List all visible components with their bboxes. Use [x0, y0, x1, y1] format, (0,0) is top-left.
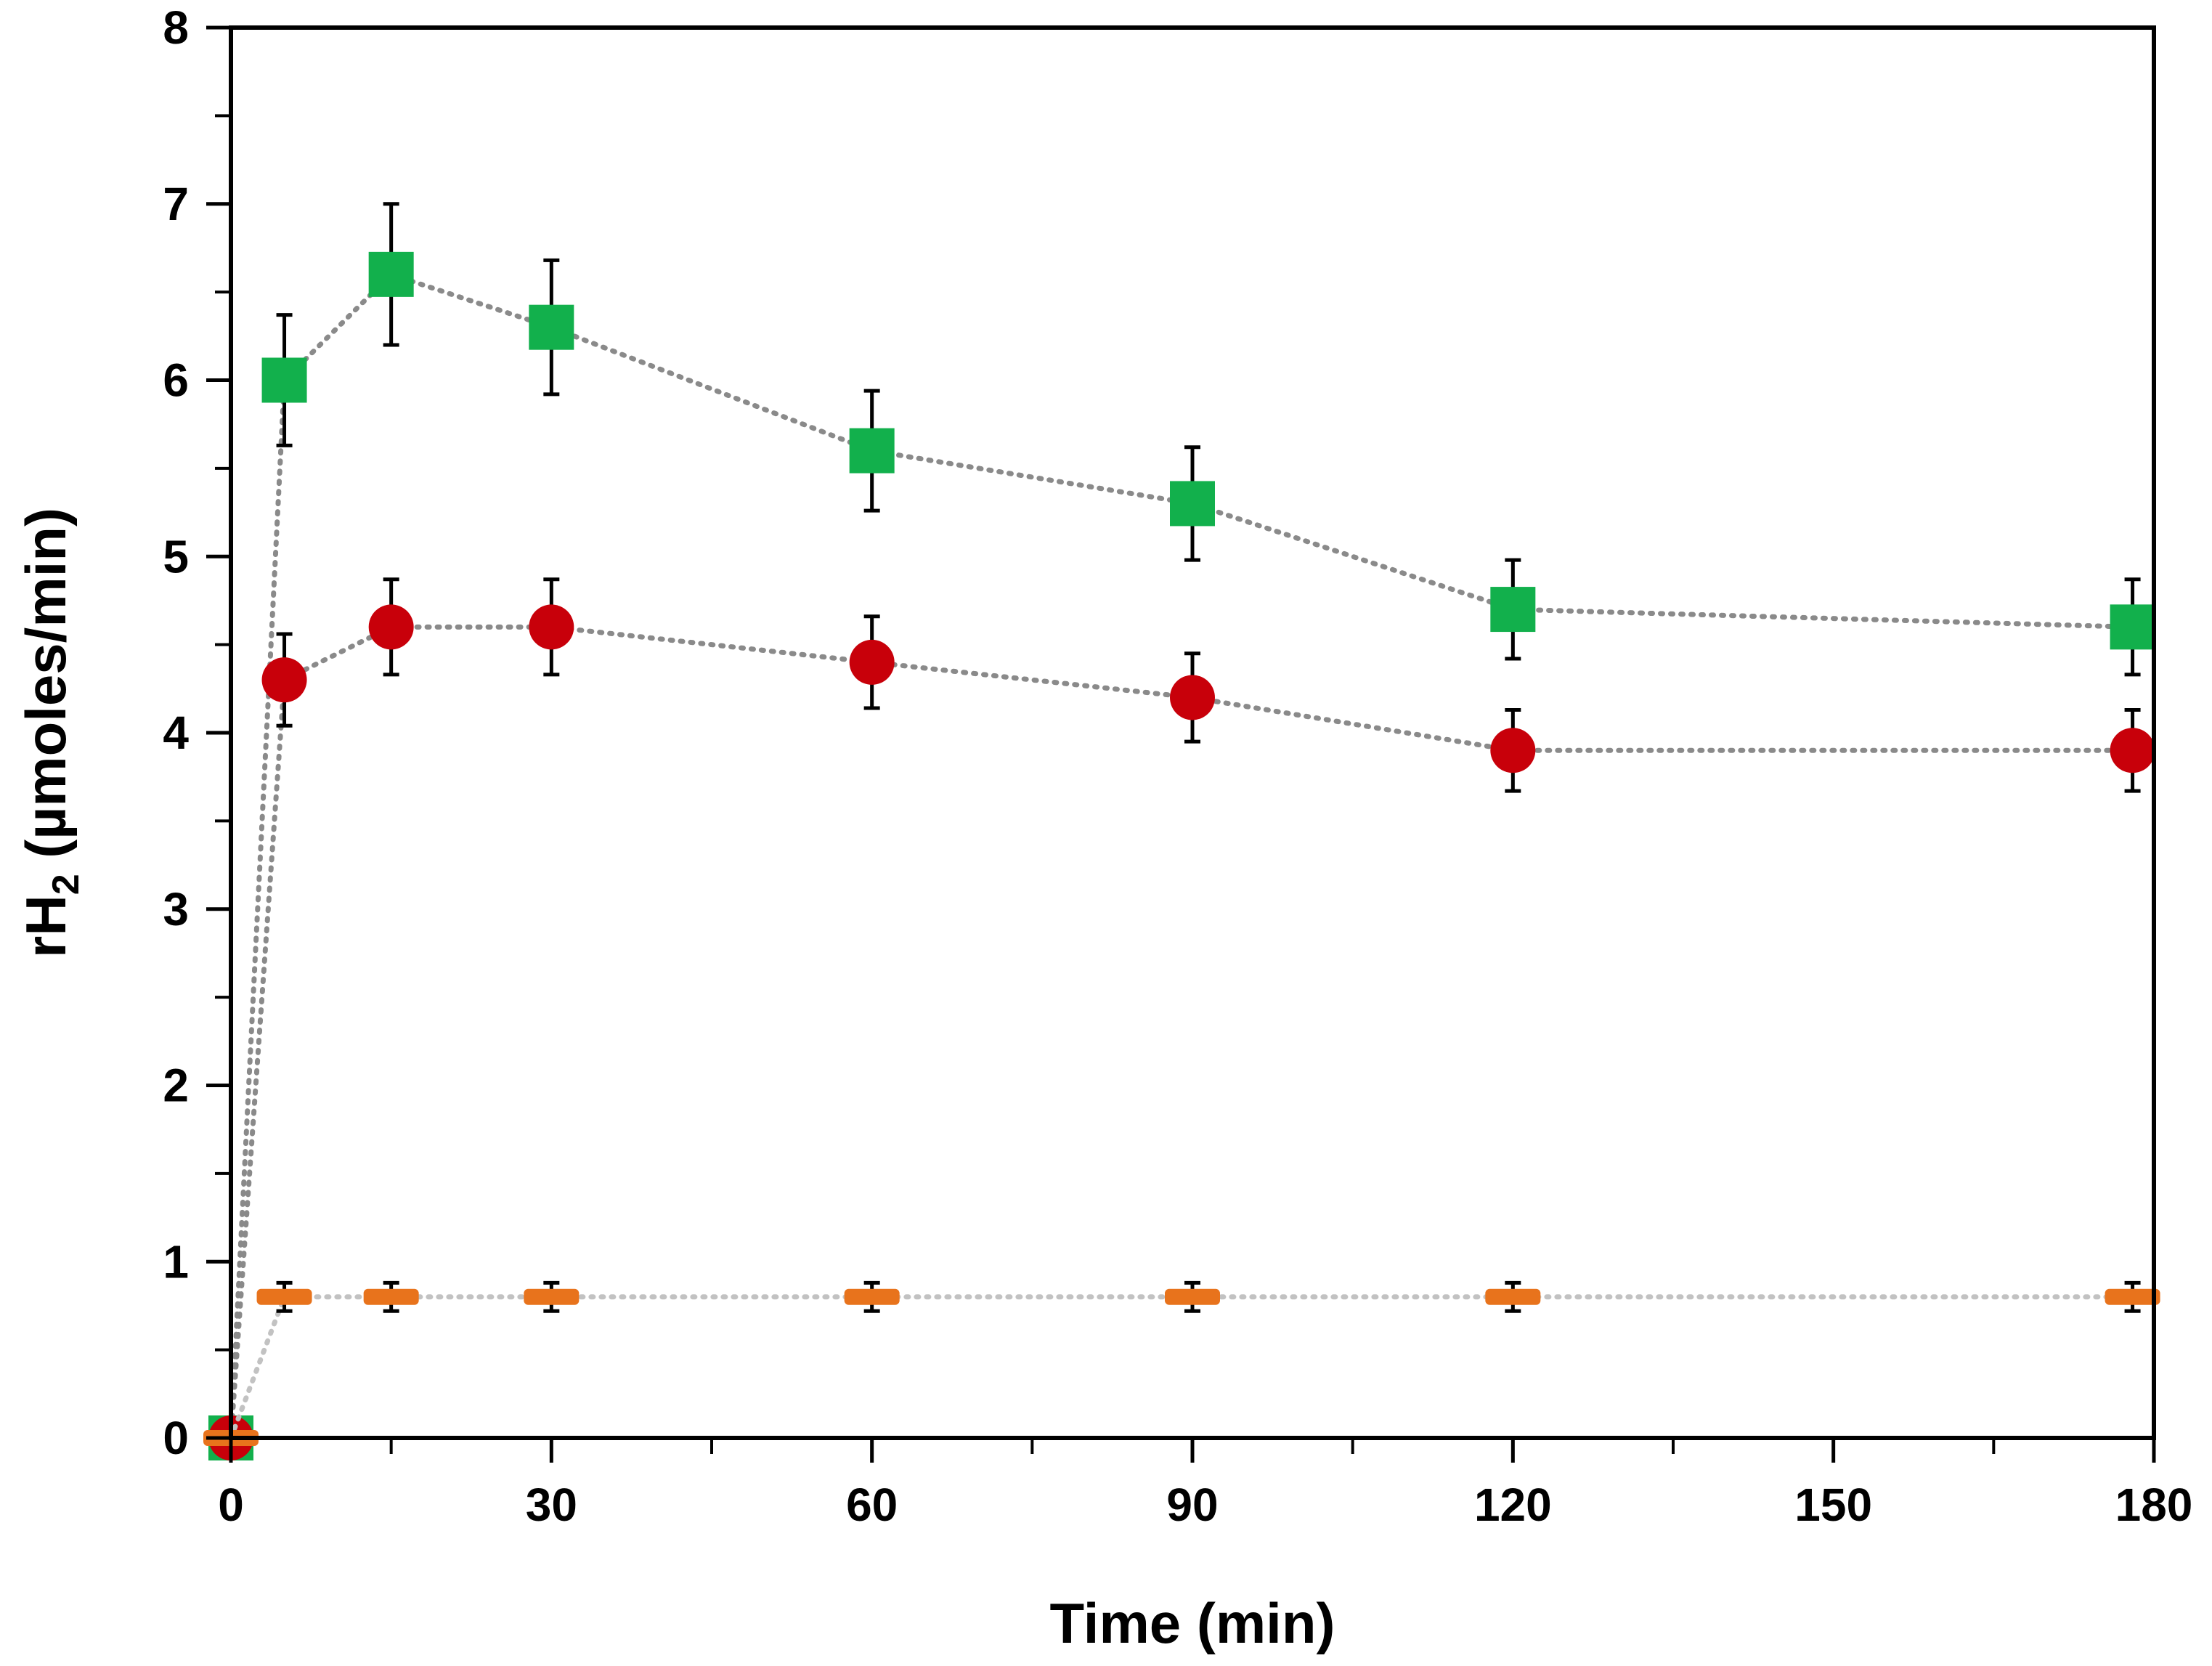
x-tick-label: 90 [1166, 1479, 1218, 1531]
y-tick-label: 8 [163, 1, 189, 54]
y-tick-label: 6 [163, 354, 189, 407]
y-tick-label: 4 [163, 707, 189, 759]
data-point-square [1490, 587, 1536, 633]
data-point-dash [363, 1288, 419, 1305]
data-point-square [849, 428, 895, 474]
x-tick-label: 0 [218, 1479, 244, 1531]
series-square [208, 202, 2155, 1460]
data-point-circle [1170, 675, 1215, 720]
series-layer [203, 202, 2160, 1460]
y-tick-label: 0 [163, 1412, 189, 1464]
data-point-circle [368, 604, 414, 650]
data-point-dash [524, 1288, 580, 1305]
y-tick-label: 2 [163, 1060, 189, 1112]
data-point-circle [261, 657, 307, 703]
series-dash [203, 1280, 2160, 1446]
x-tick-label: 150 [1794, 1479, 1872, 1531]
data-point-dash [1485, 1288, 1541, 1305]
x-tick-label: 120 [1474, 1479, 1552, 1531]
data-point-dash [256, 1288, 312, 1305]
plot-frame [229, 25, 2156, 1440]
series-line [228, 624, 2136, 1441]
data-point-square [1170, 481, 1215, 527]
y-tick-label: 7 [163, 178, 189, 230]
data-point-square [529, 304, 574, 350]
data-point-circle [2110, 728, 2155, 773]
series-circle [208, 577, 2155, 1460]
x-tick-label: 60 [846, 1479, 898, 1531]
y-axis-title-rest: (µmoles/min) [14, 508, 78, 874]
y-tick-label: 5 [163, 530, 189, 582]
x-tick-label: 30 [526, 1479, 577, 1531]
series-line [228, 271, 2136, 1441]
data-point-dash [844, 1288, 900, 1305]
data-point-circle [849, 639, 895, 685]
tick-layer: 0 30 60 90 120 150 180 0 1 2 3 4 5 6 7 8 [163, 1, 2192, 1531]
data-point-dash [2105, 1288, 2160, 1305]
data-point-circle [529, 604, 574, 650]
x-tick-label: 180 [2115, 1479, 2193, 1531]
y-tick-label: 1 [163, 1235, 189, 1288]
y-axis-title-main: rH [14, 895, 78, 958]
y-axis-title: rH2 (µmoles/min) [14, 508, 87, 958]
data-point-dash [1165, 1288, 1220, 1305]
y-tick-label: 3 [163, 883, 189, 935]
y-axis-title-subscript: 2 [45, 874, 87, 895]
data-point-square [261, 357, 307, 403]
x-axis-title: Time (min) [1050, 1591, 1335, 1655]
data-point-circle [1490, 728, 1536, 773]
series-line [228, 1294, 2136, 1441]
data-point-square [368, 251, 414, 297]
data-point-square [2110, 604, 2155, 650]
